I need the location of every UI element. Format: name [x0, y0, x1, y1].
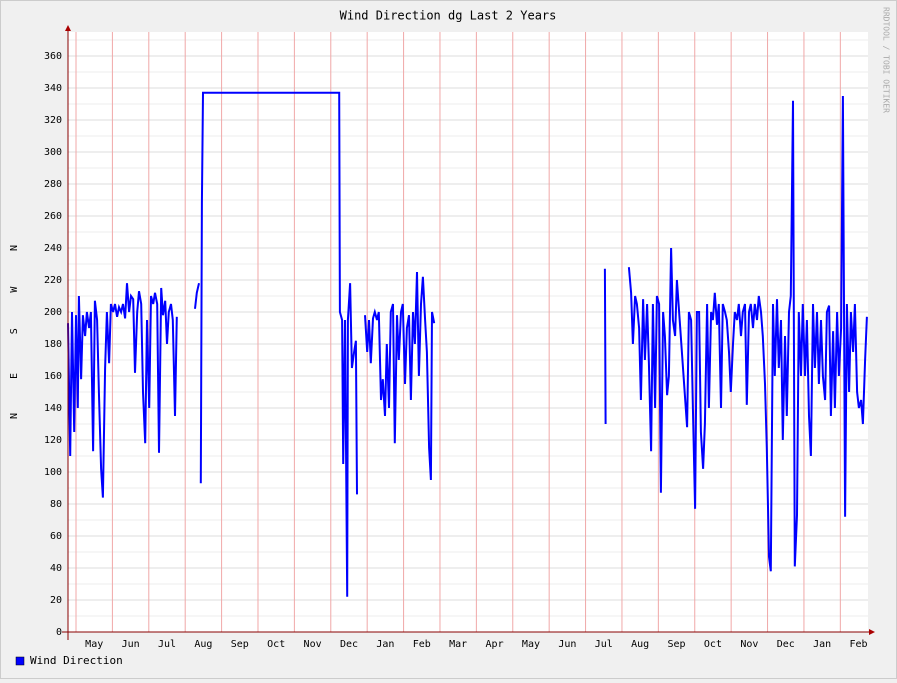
x-tick-label: Aug — [194, 639, 212, 650]
x-tick-label: Apr — [486, 639, 504, 650]
y-tick-label: 120 — [44, 435, 62, 446]
y-tick-label: 100 — [44, 467, 62, 478]
y-tick-label: 0 — [56, 627, 62, 638]
x-tick-label: Dec — [340, 639, 358, 650]
x-tick-label: Dec — [777, 639, 795, 650]
legend-swatch — [15, 656, 25, 666]
y-arrow — [65, 25, 71, 31]
side-label: RRDTOOL / TOBI OETIKER — [882, 7, 891, 113]
y-tick-label: 320 — [44, 115, 62, 126]
y-tick-label: 40 — [50, 563, 62, 574]
y-tick-label: 80 — [50, 499, 62, 510]
x-tick-label: Oct — [704, 639, 722, 650]
legend-label: Wind Direction — [30, 654, 123, 667]
data-line — [67, 91, 868, 597]
compass-label: S — [9, 328, 20, 334]
chart-title: Wind Direction dg Last 2 Years — [340, 9, 557, 23]
x-tick-label: Sep — [668, 639, 686, 650]
y-tick-label: 300 — [44, 147, 62, 158]
compass-label: N — [9, 413, 20, 419]
x-tick-label: May — [85, 639, 103, 650]
x-tick-label: Jun — [558, 639, 576, 650]
x-tick-label: May — [522, 639, 540, 650]
y-tick-label: 260 — [44, 211, 62, 222]
x-tick-label: Feb — [413, 639, 431, 650]
x-tick-label: Feb — [850, 639, 868, 650]
y-tick-label: 240 — [44, 243, 62, 254]
y-tick-label: 180 — [44, 339, 62, 350]
y-tick-label: 60 — [50, 531, 62, 542]
compass-label: N — [9, 245, 20, 251]
x-tick-label: Jul — [158, 639, 176, 650]
x-tick-label: Nov — [740, 639, 758, 650]
x-tick-label: Nov — [304, 639, 322, 650]
x-tick-label: Mar — [449, 639, 467, 650]
y-tick-label: 280 — [44, 179, 62, 190]
y-tick-label: 200 — [44, 307, 62, 318]
x-tick-label: Jan — [813, 639, 831, 650]
y-tick-label: 220 — [44, 275, 62, 286]
marks — [67, 91, 868, 597]
compass-label: W — [9, 286, 20, 293]
y-tick-label: 20 — [50, 595, 62, 606]
x-tick-label: Jul — [595, 639, 613, 650]
x-tick-label: Oct — [267, 639, 285, 650]
x-tick-label: Jun — [122, 639, 140, 650]
y-tick-label: 160 — [44, 371, 62, 382]
x-tick-label: Aug — [631, 639, 649, 650]
y-tick-label: 140 — [44, 403, 62, 414]
y-tick-label: 360 — [44, 51, 62, 62]
x-tick-label: Sep — [231, 639, 249, 650]
x-arrow — [869, 629, 875, 635]
compass-label: E — [9, 373, 20, 379]
y-tick-label: 340 — [44, 83, 62, 94]
x-tick-label: Jan — [376, 639, 394, 650]
